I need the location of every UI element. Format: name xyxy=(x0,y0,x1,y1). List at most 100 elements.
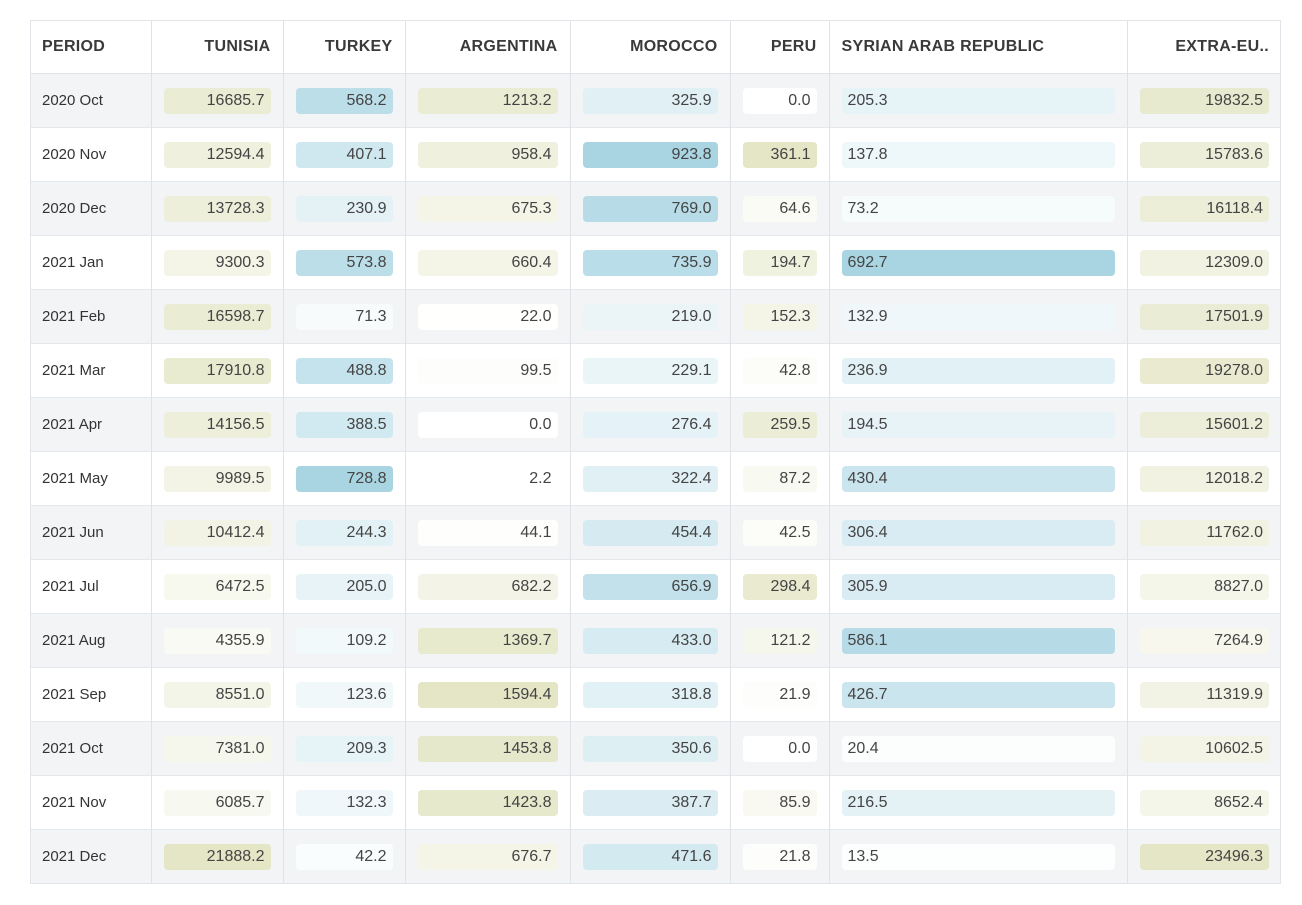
value-chip: 433.0 xyxy=(582,627,718,654)
value-chip: 675.3 xyxy=(417,195,558,222)
value-cell: 236.9 xyxy=(829,343,1128,398)
value-chip: 152.3 xyxy=(742,303,817,330)
value-cell: 1594.4 xyxy=(405,667,571,722)
value-cell: 728.8 xyxy=(283,451,406,506)
value-chip: 16118.4 xyxy=(1139,195,1269,222)
value-cell: 4355.9 xyxy=(151,613,284,668)
table-row: 2020 Oct 16685.7 568.2 1213.2 325.9 0.0 205.3 1… xyxy=(30,73,1281,128)
value-chip: 44.1 xyxy=(417,519,558,546)
table-row: 2021 Jul 6472.5 205.0 682.2 656.9 298.4 305.9 8… xyxy=(30,559,1281,614)
value-chip: 318.8 xyxy=(582,681,718,708)
column-header-morocco[interactable]: MOROCCO xyxy=(570,20,731,74)
value-cell: 21.8 xyxy=(730,829,830,883)
value-chip: 0.0 xyxy=(742,735,817,762)
column-header-turkey[interactable]: TURKEY xyxy=(283,20,406,74)
period-cell: 2021 Feb xyxy=(30,289,152,344)
header-row: PERIOD TUNISIA TURKEY ARGENTINA MOROCCO … xyxy=(30,20,1281,74)
value-chip: 229.1 xyxy=(582,357,718,384)
value-cell: 325.9 xyxy=(570,73,731,128)
value-chip: 15601.2 xyxy=(1139,411,1269,438)
value-cell: 9300.3 xyxy=(151,235,284,290)
value-cell: 2.2 xyxy=(405,451,571,506)
value-chip: 0.0 xyxy=(417,411,558,438)
value-cell: 10412.4 xyxy=(151,505,284,560)
table-row: 2021 Feb 16598.7 71.3 22.0 219.0 152.3 132.9 17… xyxy=(30,289,1281,344)
value-cell: 1369.7 xyxy=(405,613,571,668)
value-cell: 769.0 xyxy=(570,181,731,236)
value-cell: 64.6 xyxy=(730,181,830,236)
value-chip: 6085.7 xyxy=(163,789,271,816)
value-cell: 1453.8 xyxy=(405,721,571,776)
table-row: 2021 Mar 17910.8 488.8 99.5 229.1 42.8 236.9 19… xyxy=(30,343,1281,398)
value-chip: 305.9 xyxy=(841,573,1115,600)
column-header-extra-eu[interactable]: EXTRA-EU.. xyxy=(1127,20,1281,74)
value-cell: 361.1 xyxy=(730,127,830,182)
value-chip: 17501.9 xyxy=(1139,303,1269,330)
value-cell: 692.7 xyxy=(829,235,1128,290)
period-cell: 2020 Dec xyxy=(30,181,152,236)
column-header-tunisia[interactable]: TUNISIA xyxy=(151,20,284,74)
value-cell: 276.4 xyxy=(570,397,731,452)
value-chip: 322.4 xyxy=(582,465,718,492)
value-cell: 109.2 xyxy=(283,613,406,668)
column-header-peru[interactable]: PERU xyxy=(730,20,830,74)
value-chip: 1453.8 xyxy=(417,735,558,762)
value-cell: 682.2 xyxy=(405,559,571,614)
value-chip: 64.6 xyxy=(742,195,817,222)
column-header-period[interactable]: PERIOD xyxy=(30,20,152,74)
value-cell: 8551.0 xyxy=(151,667,284,722)
table-row: 2021 Nov 6085.7 132.3 1423.8 387.7 85.9 216.5 8… xyxy=(30,775,1281,830)
value-chip: 8551.0 xyxy=(163,681,271,708)
value-cell: 22.0 xyxy=(405,289,571,344)
value-cell: 9989.5 xyxy=(151,451,284,506)
value-cell: 87.2 xyxy=(730,451,830,506)
column-header-argentina[interactable]: ARGENTINA xyxy=(405,20,571,74)
value-cell: 42.2 xyxy=(283,829,406,883)
value-chip: 656.9 xyxy=(582,573,718,600)
value-chip: 586.1 xyxy=(841,627,1115,654)
value-cell: 586.1 xyxy=(829,613,1128,668)
value-chip: 7264.9 xyxy=(1139,627,1269,654)
value-cell: 17501.9 xyxy=(1127,289,1281,344)
value-chip: 132.3 xyxy=(295,789,393,816)
period-cell: 2020 Nov xyxy=(30,127,152,182)
table-row: 2021 May 9989.5 728.8 2.2 322.4 87.2 430.4 1201… xyxy=(30,451,1281,506)
value-cell: 12309.0 xyxy=(1127,235,1281,290)
value-chip: 1369.7 xyxy=(417,627,558,654)
table-row: 2021 Jan 9300.3 573.8 660.4 735.9 194.7 692.7 1… xyxy=(30,235,1281,290)
value-cell: 42.5 xyxy=(730,505,830,560)
value-chip: 205.0 xyxy=(295,573,393,600)
value-chip: 85.9 xyxy=(742,789,817,816)
value-chip: 11762.0 xyxy=(1139,519,1269,546)
value-cell: 8652.4 xyxy=(1127,775,1281,830)
table-row: 2020 Dec 13728.3 230.9 675.3 769.0 64.6 73.2 16… xyxy=(30,181,1281,236)
value-chip: 23496.3 xyxy=(1139,843,1269,870)
table-body: 2020 Oct 16685.7 568.2 1213.2 325.9 0.0 205.3 1… xyxy=(30,73,1281,883)
value-cell: 675.3 xyxy=(405,181,571,236)
value-chip: 21.8 xyxy=(742,843,817,870)
value-chip: 236.9 xyxy=(841,357,1115,384)
period-cell: 2021 Aug xyxy=(30,613,152,668)
value-cell: 426.7 xyxy=(829,667,1128,722)
value-chip: 9300.3 xyxy=(163,249,271,276)
value-cell: 12594.4 xyxy=(151,127,284,182)
value-chip: 7381.0 xyxy=(163,735,271,762)
value-chip: 123.6 xyxy=(295,681,393,708)
value-chip: 8827.0 xyxy=(1139,573,1269,600)
value-chip: 14156.5 xyxy=(163,411,271,438)
value-cell: 6472.5 xyxy=(151,559,284,614)
period-cell: 2021 Jan xyxy=(30,235,152,290)
column-header-syrian-arab-republic[interactable]: SYRIAN ARAB REPUBLIC xyxy=(829,20,1128,74)
value-cell: 216.5 xyxy=(829,775,1128,830)
value-chip: 361.1 xyxy=(742,141,817,168)
value-cell: 1423.8 xyxy=(405,775,571,830)
value-cell: 11762.0 xyxy=(1127,505,1281,560)
value-cell: 430.4 xyxy=(829,451,1128,506)
value-chip: 735.9 xyxy=(582,249,718,276)
value-cell: 44.1 xyxy=(405,505,571,560)
data-table-container: PERIOD TUNISIA TURKEY ARGENTINA MOROCCO … xyxy=(30,20,1281,883)
value-cell: 735.9 xyxy=(570,235,731,290)
value-chip: 426.7 xyxy=(841,681,1115,708)
value-cell: 19278.0 xyxy=(1127,343,1281,398)
value-cell: 568.2 xyxy=(283,73,406,128)
